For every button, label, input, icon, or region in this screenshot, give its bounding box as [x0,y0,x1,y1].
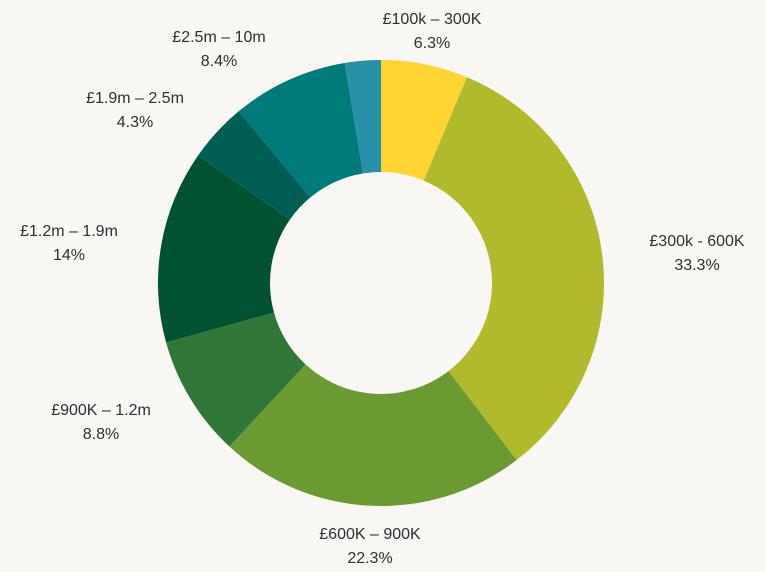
slice-label-0: £100k – 300K 6.3% [383,11,482,52]
slice-label-value-0: 6.3% [414,35,450,52]
slice-label-2: £600K – 900K 22.3% [319,526,421,567]
slices-group [158,59,605,507]
slice-label-name-1: £300k - 600K [649,233,745,250]
slice-label-value-1: 33.3% [674,257,719,274]
slice-label-1: £300k - 600K 33.3% [649,233,745,274]
donut-slice-1 [423,77,605,461]
donut-slice-0 [381,59,467,181]
slice-label-name-4: £1.2m – 1.9m [20,223,118,240]
labels-group: £100k – 300K 6.3% £300k - 600K 33.3% £600K –… [20,11,745,567]
slice-label-value-2: 22.3% [347,550,392,567]
donut-slice-4 [158,155,290,343]
slice-label-value-3: 8.8% [83,426,119,443]
donut-slice-5 [198,111,311,220]
slice-label-name-0: £100k – 300K [383,11,482,28]
donut-slice-2 [229,364,517,507]
slice-label-name-5: £1.9m – 2.5m [86,90,184,107]
slice-label-3: £900K – 1.2m 8.8% [51,402,151,443]
slice-label-value-4: 14% [53,247,85,264]
slice-label-name-2: £600K – 900K [319,526,421,543]
donut-slice-6 [238,62,363,198]
slice-label-6: £2.5m – 10m 8.4% [172,29,265,70]
slice-label-value-5: 4.3% [117,114,153,131]
slice-label-name-3: £900K – 1.2m [51,402,151,419]
donut-slice-3 [166,312,306,447]
slice-label-name-6: £2.5m – 10m [172,29,265,46]
slice-label-value-6: 8.4% [201,53,237,70]
slice-label-4: £1.2m – 1.9m 14% [20,223,118,264]
donut-slice-7 [344,60,381,174]
slice-label-5: £1.9m – 2.5m 4.3% [86,90,184,131]
